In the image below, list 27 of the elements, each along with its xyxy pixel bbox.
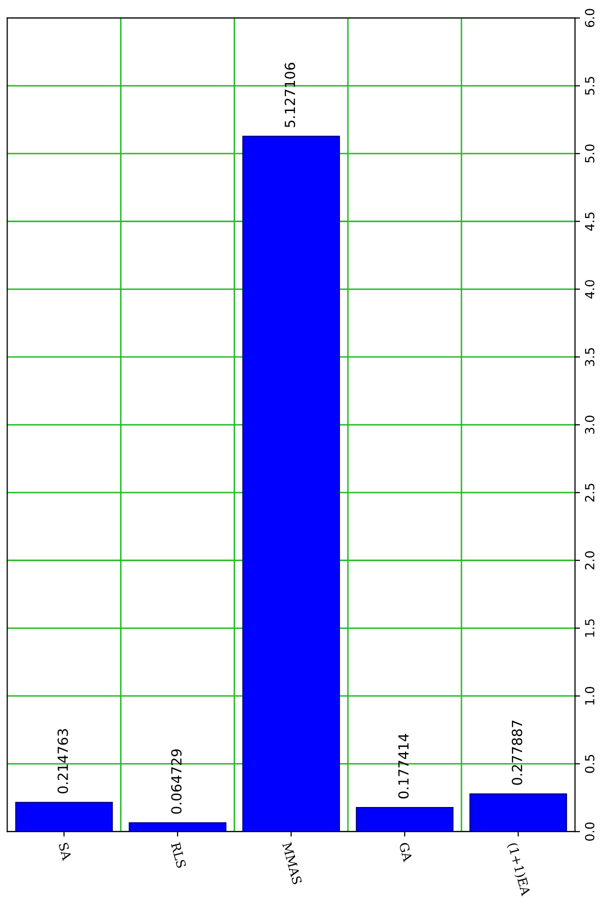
y-tick-label: 1.5	[585, 619, 594, 637]
y-tick-label: 0.0	[584, 822, 594, 841]
y-tick-label: 3.5	[584, 348, 594, 366]
x-tick-label: MMAS	[282, 842, 302, 885]
bar	[15, 802, 113, 832]
data-label: 5.127106	[284, 62, 296, 128]
y-tick-label: 2.5	[584, 484, 594, 502]
x-tick-label: RLS	[170, 842, 186, 868]
bar	[469, 793, 568, 832]
y-tick-label: 4.5	[585, 212, 594, 231]
data-label: 0.177414	[398, 734, 409, 798]
data-label: 0.064729	[171, 749, 182, 814]
y-tick-label: 2.0	[584, 551, 594, 570]
x-tick-label: GA	[398, 842, 413, 862]
y-tick-label: 1.0	[584, 686, 594, 705]
y-tick-label: 5.5	[585, 76, 594, 95]
bar	[356, 806, 454, 832]
data-label: 0.214763	[58, 729, 68, 794]
x-tick-label: SA	[58, 842, 72, 861]
y-tick-label: 4.0	[584, 280, 594, 299]
data-label: 0.277887	[512, 720, 522, 785]
y-tick-label: 0.5	[584, 754, 594, 773]
y-tick-label: 5.0	[584, 144, 594, 163]
y-tick-label: 6.0	[584, 8, 594, 28]
bar	[242, 136, 340, 832]
bar	[128, 822, 226, 832]
y-tick-label: 3.0	[584, 416, 594, 434]
